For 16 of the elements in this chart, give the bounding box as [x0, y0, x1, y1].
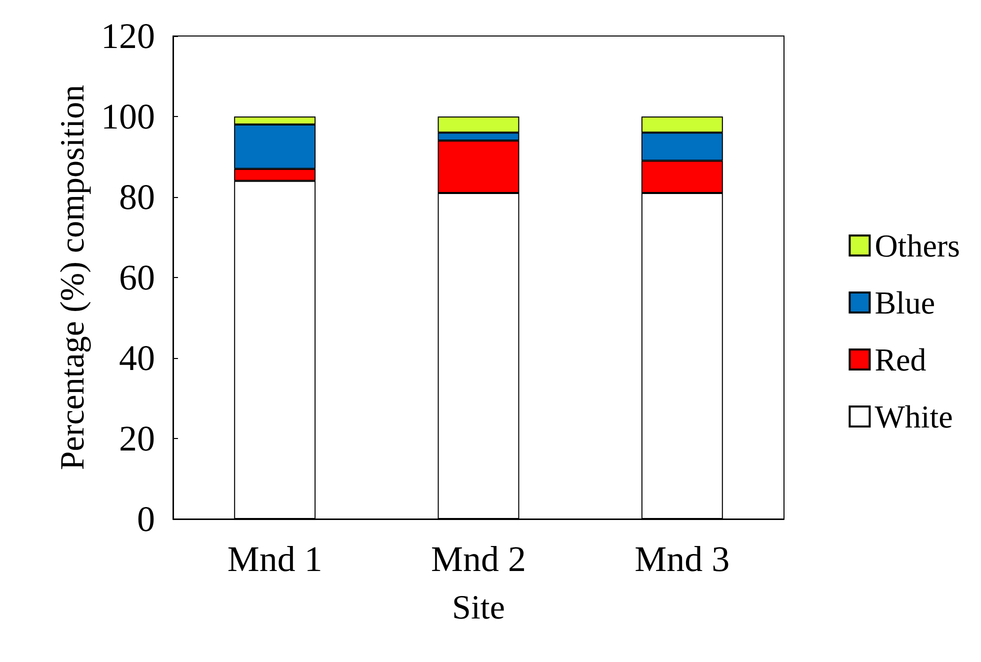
y-tick-label: 80	[119, 177, 155, 217]
y-tick-label: 60	[119, 258, 155, 298]
x-axis-title: Site	[452, 590, 505, 626]
legend-label: Red	[874, 342, 926, 378]
x-tick-label: Mnd 3	[634, 539, 730, 579]
legend-label: White	[874, 398, 953, 434]
y-tick-label: 120	[101, 16, 155, 56]
x-tick-label: Mnd 2	[430, 539, 526, 579]
y-axis-title: Percentage (%) composition	[54, 84, 92, 470]
x-tick-label: Mnd 1	[227, 539, 322, 579]
legend-label: Others	[874, 228, 960, 264]
y-tick-label: 100	[101, 96, 155, 136]
y-tick-label: 0	[137, 499, 155, 539]
legend-label: Blue	[874, 284, 936, 320]
y-tick-label: 40	[119, 338, 155, 378]
y-tick-label: 20	[119, 418, 155, 458]
